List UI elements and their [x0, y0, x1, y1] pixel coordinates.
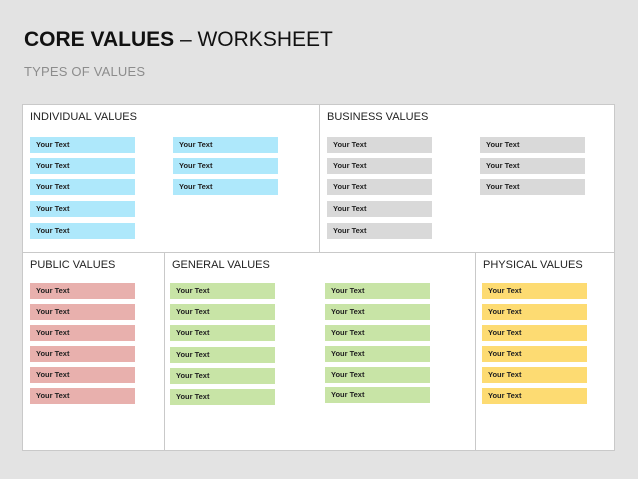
value-field[interactable]: Your Text: [327, 201, 432, 217]
value-field[interactable]: Your Text: [30, 304, 135, 320]
value-field[interactable]: Your Text: [480, 137, 585, 153]
value-field[interactable]: Your Text: [170, 347, 275, 363]
value-field[interactable]: Your Text: [170, 368, 275, 384]
value-field[interactable]: Your Text: [170, 325, 275, 341]
page-title-rest: – WORKSHEET: [174, 28, 333, 51]
value-field[interactable]: Your Text: [30, 367, 135, 383]
value-field[interactable]: Your Text: [30, 388, 135, 404]
value-field[interactable]: Your Text: [325, 325, 430, 341]
value-field[interactable]: Your Text: [325, 387, 430, 403]
value-field[interactable]: Your Text: [30, 346, 135, 362]
page-title-bold: CORE VALUES: [24, 28, 175, 51]
section-title-business: BUSINESS VALUES: [327, 111, 429, 123]
value-field[interactable]: Your Text: [173, 158, 278, 174]
value-field[interactable]: Your Text: [30, 179, 135, 195]
value-field[interactable]: Your Text: [170, 304, 275, 320]
value-field[interactable]: Your Text: [173, 137, 278, 153]
value-field[interactable]: Your Text: [480, 158, 585, 174]
section-title-public: PUBLIC VALUES: [30, 259, 116, 271]
value-field[interactable]: Your Text: [30, 137, 135, 153]
section-public-values: PUBLIC VALUES Your Text Your Text Your T…: [23, 253, 165, 450]
value-field[interactable]: Your Text: [30, 223, 135, 239]
value-field[interactable]: Your Text: [327, 137, 432, 153]
worksheet-board: INDIVIDUAL VALUES Your Text Your Text Yo…: [22, 104, 615, 451]
value-field[interactable]: Your Text: [30, 325, 135, 341]
value-field[interactable]: Your Text: [325, 283, 430, 299]
value-field[interactable]: Your Text: [480, 179, 585, 195]
section-business-values: BUSINESS VALUES Your Text Your Text Your…: [320, 105, 615, 253]
value-field[interactable]: Your Text: [170, 283, 275, 299]
section-physical-values: PHYSICAL VALUES Your Text Your Text Your…: [476, 253, 615, 450]
value-field[interactable]: Your Text: [327, 158, 432, 174]
value-field[interactable]: Your Text: [173, 179, 278, 195]
page-subtitle: TYPES OF VALUES: [24, 64, 146, 79]
value-field[interactable]: Your Text: [327, 223, 432, 239]
value-field[interactable]: Your Text: [482, 325, 587, 341]
section-individual-values: INDIVIDUAL VALUES Your Text Your Text Yo…: [23, 105, 320, 253]
value-field[interactable]: Your Text: [325, 367, 430, 383]
value-field[interactable]: Your Text: [482, 304, 587, 320]
value-field[interactable]: Your Text: [30, 283, 135, 299]
value-field[interactable]: Your Text: [482, 283, 587, 299]
section-title-physical: PHYSICAL VALUES: [483, 259, 583, 271]
value-field[interactable]: Your Text: [30, 201, 135, 217]
value-field[interactable]: Your Text: [327, 179, 432, 195]
page-title: CORE VALUES – WORKSHEET: [24, 28, 333, 52]
section-title-individual: INDIVIDUAL VALUES: [30, 111, 137, 123]
value-field[interactable]: Your Text: [30, 158, 135, 174]
value-field[interactable]: Your Text: [325, 304, 430, 320]
value-field[interactable]: Your Text: [170, 389, 275, 405]
value-field[interactable]: Your Text: [482, 388, 587, 404]
value-field[interactable]: Your Text: [325, 346, 430, 362]
value-field[interactable]: Your Text: [482, 346, 587, 362]
section-general-values: GENERAL VALUES Your Text Your Text Your …: [165, 253, 476, 450]
section-title-general: GENERAL VALUES: [172, 259, 270, 271]
value-field[interactable]: Your Text: [482, 367, 587, 383]
